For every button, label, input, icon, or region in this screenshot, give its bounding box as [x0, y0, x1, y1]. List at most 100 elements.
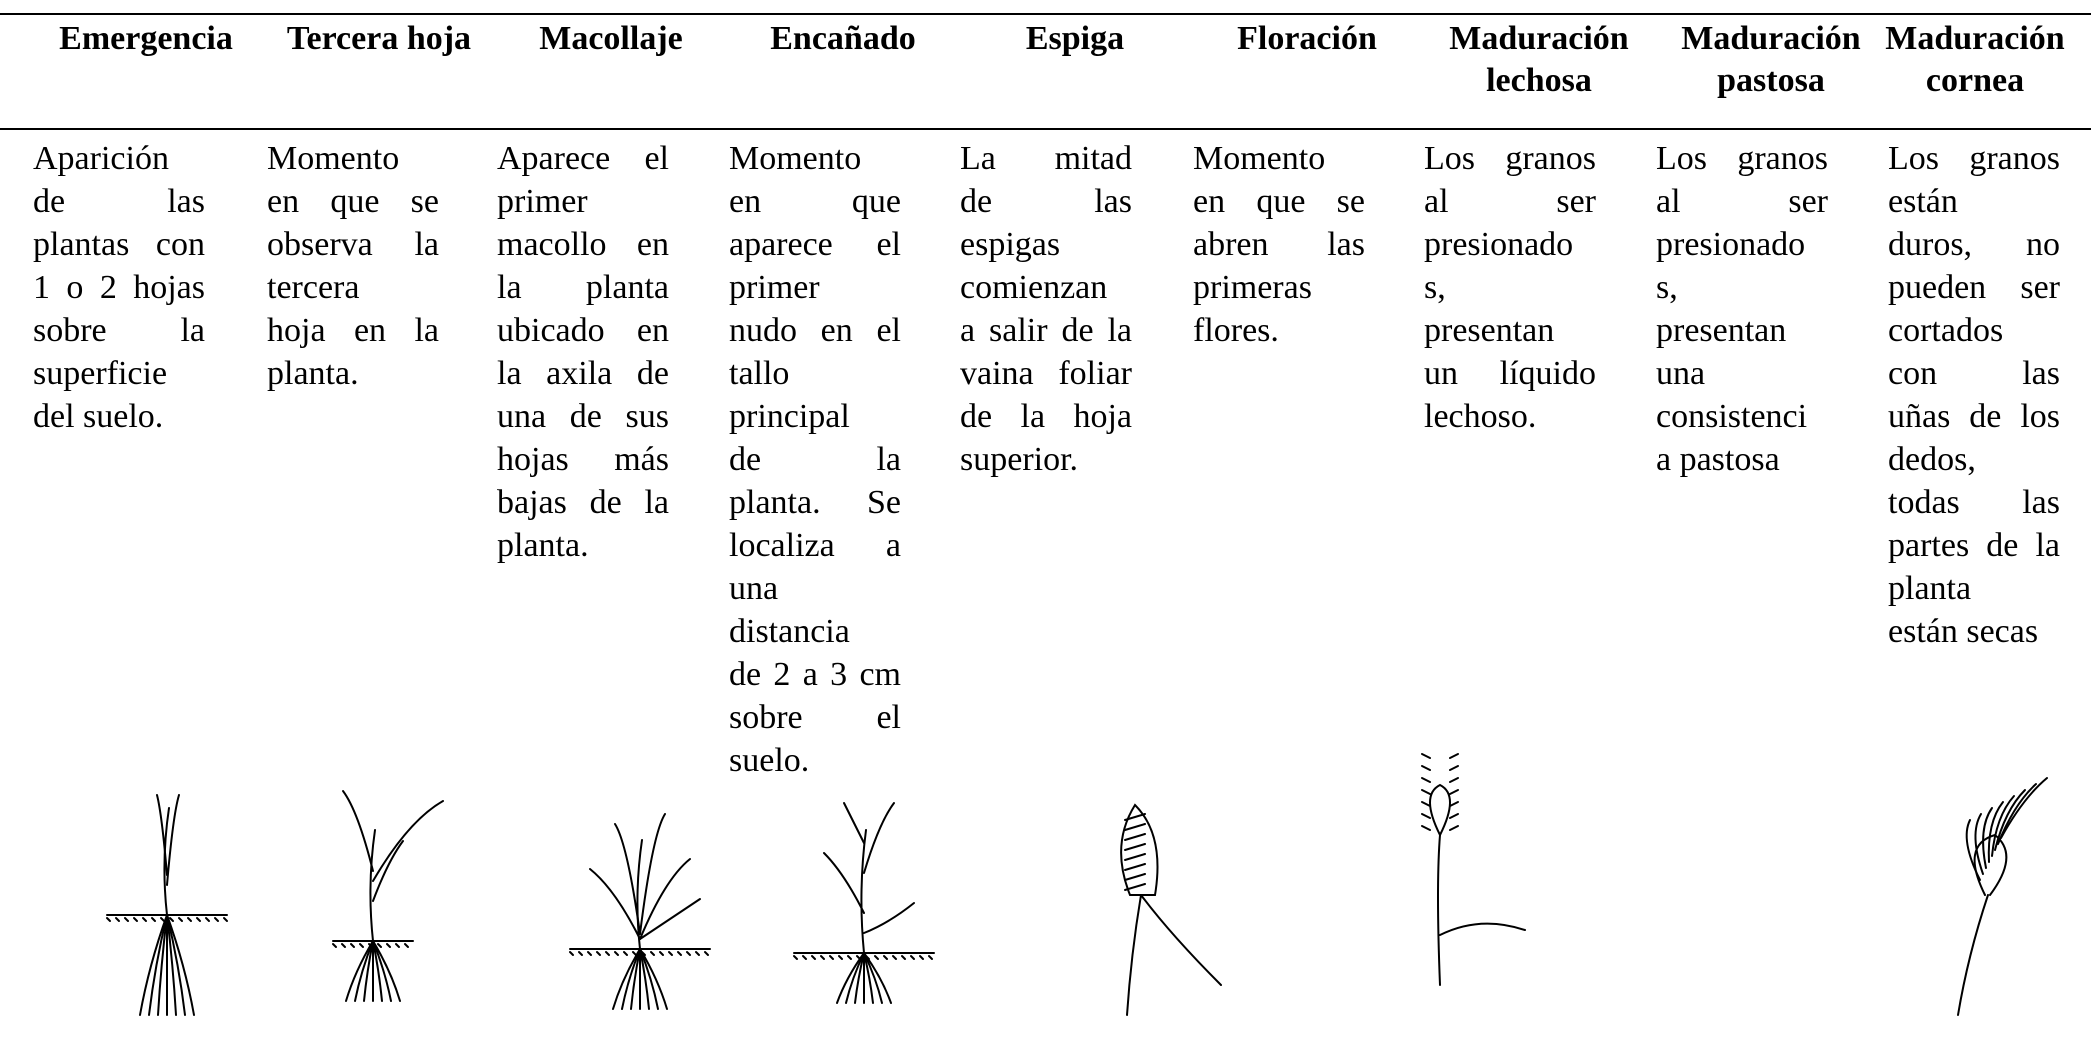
column-header: Espiga: [1025, 20, 1125, 57]
soil: [386, 943, 391, 948]
column-description: Momento en que se abren las primeras flores.: [1193, 137, 1365, 352]
awn: [1987, 801, 2004, 863]
description-line: cortados: [1888, 312, 2004, 349]
description-line: un líquido: [1424, 355, 1596, 392]
description-line: ubicado en: [497, 312, 669, 349]
column-description: Aparece el primer macollo en la planta ubica…: [497, 137, 669, 567]
leaf: [639, 813, 666, 935]
soil: [919, 955, 924, 960]
description-line: en que se: [267, 183, 439, 220]
description-line: s,: [1424, 269, 1446, 306]
description-line: Aparece el: [497, 140, 669, 177]
column-description: Los granos están duros, no pueden ser cortad…: [1888, 137, 2060, 653]
description-line: tercera: [267, 269, 360, 306]
description-line: macollo en: [497, 226, 669, 263]
leaf: [863, 902, 915, 934]
flower: [1421, 813, 1459, 819]
column-description: La mitad de las espigas comienzan a salir de…: [960, 137, 1132, 481]
column-header: Emergencia: [59, 20, 233, 57]
soil: [115, 917, 120, 922]
soil: [359, 943, 364, 948]
spike: [1124, 813, 1146, 821]
description-line: 1 o 2 hojas: [33, 269, 205, 306]
soil: [847, 955, 852, 960]
soil: [151, 917, 156, 922]
description-line: s,: [1656, 269, 1678, 306]
soil: [623, 951, 628, 956]
stem: [1437, 834, 1441, 986]
stem: [369, 829, 376, 942]
awn: [1974, 813, 1984, 875]
description-line: pueden ser: [1888, 269, 2060, 306]
flower: [1421, 753, 1459, 759]
leaf: [1140, 894, 1222, 986]
description-line: distancia: [729, 613, 850, 650]
soil: [928, 955, 933, 960]
column-header: Floración: [1237, 20, 1377, 57]
soil: [659, 951, 664, 956]
description-line: duros, no: [1888, 226, 2060, 263]
soil: [686, 951, 691, 956]
description-line: están: [1888, 183, 1958, 220]
soil: [223, 917, 228, 922]
root: [345, 940, 374, 1002]
root: [166, 914, 177, 1016]
flower: [1421, 789, 1459, 795]
soil: [214, 917, 219, 922]
description-line: de la hoja: [960, 398, 1132, 435]
description-line: una: [1656, 355, 1706, 392]
column-description: Los granos al ser presionado s, presentan un …: [1424, 137, 1596, 438]
soil: [142, 917, 147, 922]
description-line: localiza a: [729, 527, 901, 564]
root: [372, 940, 401, 1002]
description-line: aparece el: [729, 226, 901, 263]
description-line: a pastosa: [1656, 441, 1780, 478]
column-header: Tercera hoja: [286, 20, 472, 57]
description-line: de 2 a 3 cm: [729, 656, 901, 693]
leaf: [589, 868, 641, 940]
description-line: Aparición: [33, 140, 169, 177]
column-description: Momento en que se observa la tercera hoja en…: [267, 137, 439, 395]
awn: [2000, 777, 2048, 839]
description-line: la axila de: [497, 355, 669, 392]
description-line: planta.: [497, 527, 589, 564]
description-line: hojas más: [497, 441, 669, 478]
soil: [569, 951, 574, 956]
description-line: partes de la: [1888, 527, 2060, 564]
description-line: sobre la: [33, 312, 205, 349]
description-line: superior.: [960, 441, 1079, 478]
soil: [838, 955, 843, 960]
soil: [650, 951, 655, 956]
soil: [404, 943, 409, 948]
root: [863, 952, 892, 1004]
soil: [205, 917, 210, 922]
soil: [704, 951, 709, 956]
description-line: superficie: [33, 355, 168, 392]
description-line: planta: [1888, 570, 1972, 607]
description-line: plantas con: [33, 226, 205, 263]
soil: [883, 955, 888, 960]
description-line: comienzan: [960, 269, 1108, 306]
spike: [1124, 853, 1146, 861]
description-line: principal: [729, 398, 850, 435]
leaf: [614, 823, 641, 935]
description-line: Los granos: [1888, 140, 2060, 177]
soil: [124, 917, 129, 922]
description-line: hoja en la: [267, 312, 439, 349]
header-rule: [0, 128, 2091, 130]
awn: [1994, 789, 2026, 851]
soil: [106, 917, 111, 922]
soil: [133, 917, 138, 922]
leaf: [639, 858, 691, 940]
leaf: [863, 802, 895, 874]
description-line: están secas: [1888, 613, 2039, 650]
description-line: al ser: [1424, 183, 1596, 220]
root: [612, 948, 641, 1010]
description-line: en que: [729, 183, 901, 220]
column-header: Maduración lechosa: [1449, 20, 1629, 99]
description-line: planta. Se: [729, 484, 901, 521]
soil: [811, 955, 816, 960]
root: [639, 948, 668, 1010]
soil: [668, 951, 673, 956]
